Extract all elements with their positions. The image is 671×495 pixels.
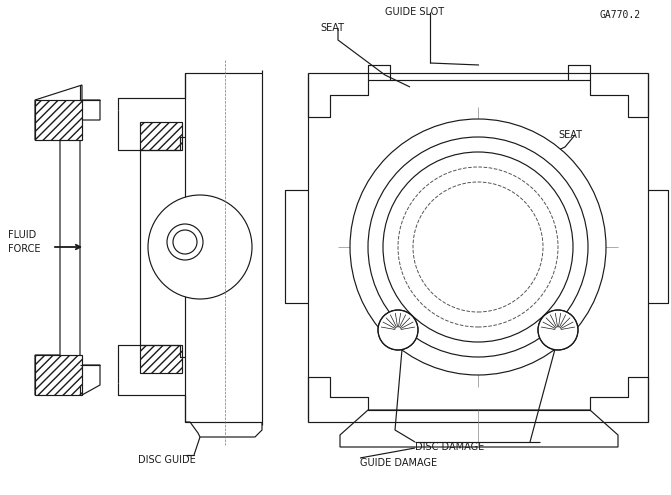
Bar (140, 122, 182, 150)
Text: FLUID: FLUID (8, 230, 36, 240)
Circle shape (350, 119, 606, 375)
Circle shape (398, 167, 558, 327)
Circle shape (413, 182, 543, 312)
Circle shape (538, 310, 578, 350)
Text: DISC GUIDE: DISC GUIDE (138, 455, 196, 465)
Text: SEAT: SEAT (558, 130, 582, 140)
Bar (35, 100, 82, 140)
Polygon shape (340, 410, 618, 447)
Text: FORCE: FORCE (8, 244, 40, 254)
Circle shape (368, 137, 588, 357)
Text: GUIDE DAMAGE: GUIDE DAMAGE (360, 458, 437, 468)
Bar (140, 345, 182, 373)
Text: GA770.2: GA770.2 (600, 10, 641, 20)
Circle shape (383, 152, 573, 342)
Text: DISC DAMAGE: DISC DAMAGE (415, 442, 484, 452)
Circle shape (378, 310, 418, 350)
Circle shape (173, 230, 197, 254)
Circle shape (148, 195, 252, 299)
Text: SEAT: SEAT (320, 23, 344, 33)
Polygon shape (35, 85, 100, 395)
Bar (35, 355, 82, 395)
Text: GUIDE SLOT: GUIDE SLOT (385, 7, 444, 17)
Circle shape (167, 224, 203, 260)
